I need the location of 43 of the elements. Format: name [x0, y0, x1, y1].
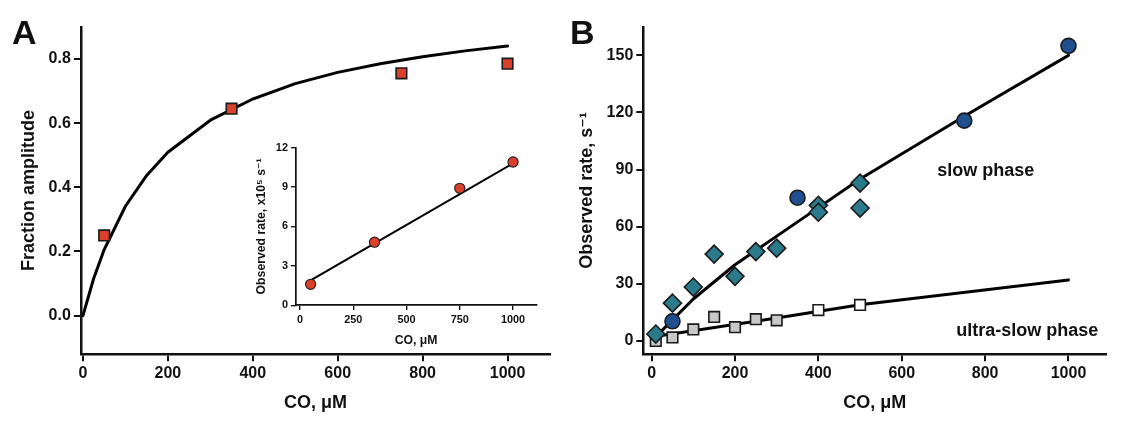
x-tick-label: 800: [409, 364, 437, 382]
x-tick-label: 800: [971, 364, 999, 382]
x-tick-label: 1000: [500, 312, 526, 325]
chart-title: B: [570, 12, 595, 51]
y-axis-title: Fraction amplitude: [17, 109, 38, 272]
annotation: slow phase: [937, 159, 1035, 180]
y-axis-title: Observed rate, x10⁵ s⁻¹: [253, 158, 268, 295]
x-tick-label: 0: [296, 312, 303, 325]
x-tick-label: 200: [154, 364, 182, 382]
x-axis-title: CO, μM: [394, 332, 438, 347]
y-tick-label: 3: [281, 258, 288, 271]
x-tick-label: 0: [78, 364, 88, 382]
y-tick-label: 90: [615, 159, 634, 177]
x-tick-label: 250: [344, 312, 363, 325]
y-tick-label: 6: [281, 219, 288, 232]
x-axis-title: CO, μM: [283, 392, 347, 413]
x-axis-title: CO, μM: [843, 392, 907, 413]
y-tick-label: 0: [281, 298, 288, 311]
x-tick-label: 400: [239, 364, 267, 382]
y-tick-label: 150: [606, 45, 634, 63]
x-tick-label: 600: [324, 364, 352, 382]
x-tick-label: 400: [805, 364, 832, 382]
y-tick-label: 30: [615, 274, 634, 292]
x-tick-label: 0: [647, 364, 657, 382]
chart-title: A: [12, 12, 37, 51]
x-tick-label: 600: [888, 364, 916, 382]
y-tick-label: 9: [281, 179, 288, 192]
x-tick-label: 200: [721, 364, 749, 382]
annotation: ultra-slow phase: [956, 320, 1099, 341]
y-tick-label: 0.6: [48, 113, 71, 131]
y-axis-title: Observed rate, s⁻¹: [575, 112, 596, 269]
x-tick-label: 1000: [1050, 364, 1087, 382]
y-tick-label: 0.2: [48, 241, 71, 259]
y-tick-label: 0.8: [48, 49, 71, 67]
y-tick-label: 0.4: [48, 177, 71, 195]
x-tick-label: 500: [397, 312, 416, 325]
x-tick-label: 750: [450, 312, 469, 325]
y-tick-label: 12: [275, 140, 288, 153]
y-tick-label: 60: [615, 217, 634, 235]
y-tick-label: 0.0: [48, 306, 71, 324]
y-tick-label: 120: [606, 102, 634, 120]
y-tick-label: 0: [624, 331, 634, 349]
x-tick-label: 1000: [489, 364, 526, 382]
